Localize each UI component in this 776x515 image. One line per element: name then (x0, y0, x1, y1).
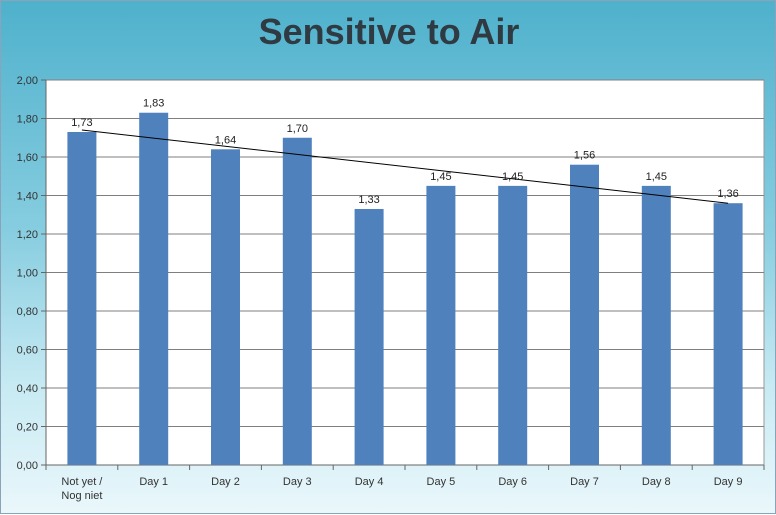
x-tick-label: Day 7 (570, 476, 599, 488)
y-tick-label: 0,20 (17, 422, 38, 434)
y-tick-label: 0,60 (17, 345, 38, 357)
y-tick-label: 1,80 (17, 114, 38, 126)
data-label: 1,64 (215, 134, 236, 146)
data-label: 1,70 (287, 123, 308, 135)
bar (211, 149, 240, 466)
data-label: 1,56 (574, 150, 595, 162)
y-tick-label: 0,80 (17, 306, 38, 318)
data-label: 1,83 (143, 98, 164, 110)
data-label: 1,45 (502, 171, 523, 183)
x-tick-label: Day 3 (283, 476, 312, 488)
x-tick-label: Day 1 (139, 476, 168, 488)
x-tick-label: Day 9 (714, 476, 743, 488)
x-tick-label: Day 2 (211, 476, 240, 488)
bars (67, 112, 743, 466)
bar (354, 208, 384, 465)
bar (139, 112, 169, 465)
y-tick-label: 1,20 (17, 229, 38, 241)
x-tick-label: Day 5 (427, 476, 456, 488)
data-label: 1,36 (717, 188, 738, 200)
data-label: 1,45 (430, 171, 451, 183)
x-tick-label: Day 6 (498, 476, 527, 488)
chart-title: Sensitive to Air (258, 11, 520, 52)
bar (641, 185, 671, 465)
x-tick-label: Day 4 (355, 476, 384, 488)
y-tick-label: 0,00 (17, 460, 38, 472)
data-label: 1,73 (71, 117, 92, 129)
x-tick-label: Day 8 (642, 476, 671, 488)
y-tick-label: 0,40 (17, 383, 38, 395)
x-tick-label: Not yet / Nog niet (61, 476, 103, 502)
y-tick-label: 2,00 (17, 75, 38, 87)
bar (570, 164, 599, 465)
bar (713, 203, 743, 465)
trendline-group (81, 129, 729, 204)
bar (498, 185, 528, 465)
labels: 0,00 0,20 0,40 0,60 0,80 1,00 1,20 1,40 1,60 1,80… (17, 75, 743, 502)
y-tick-label: 1,60 (17, 152, 38, 164)
bar (426, 185, 456, 465)
bar (67, 131, 97, 465)
y-tick-label: 1,40 (17, 191, 38, 203)
data-label: 1,45 (646, 171, 667, 183)
y-tick-label: 1,00 (17, 268, 38, 280)
bar (282, 137, 312, 465)
trendline (81, 129, 729, 204)
data-label: 1,33 (358, 194, 379, 206)
